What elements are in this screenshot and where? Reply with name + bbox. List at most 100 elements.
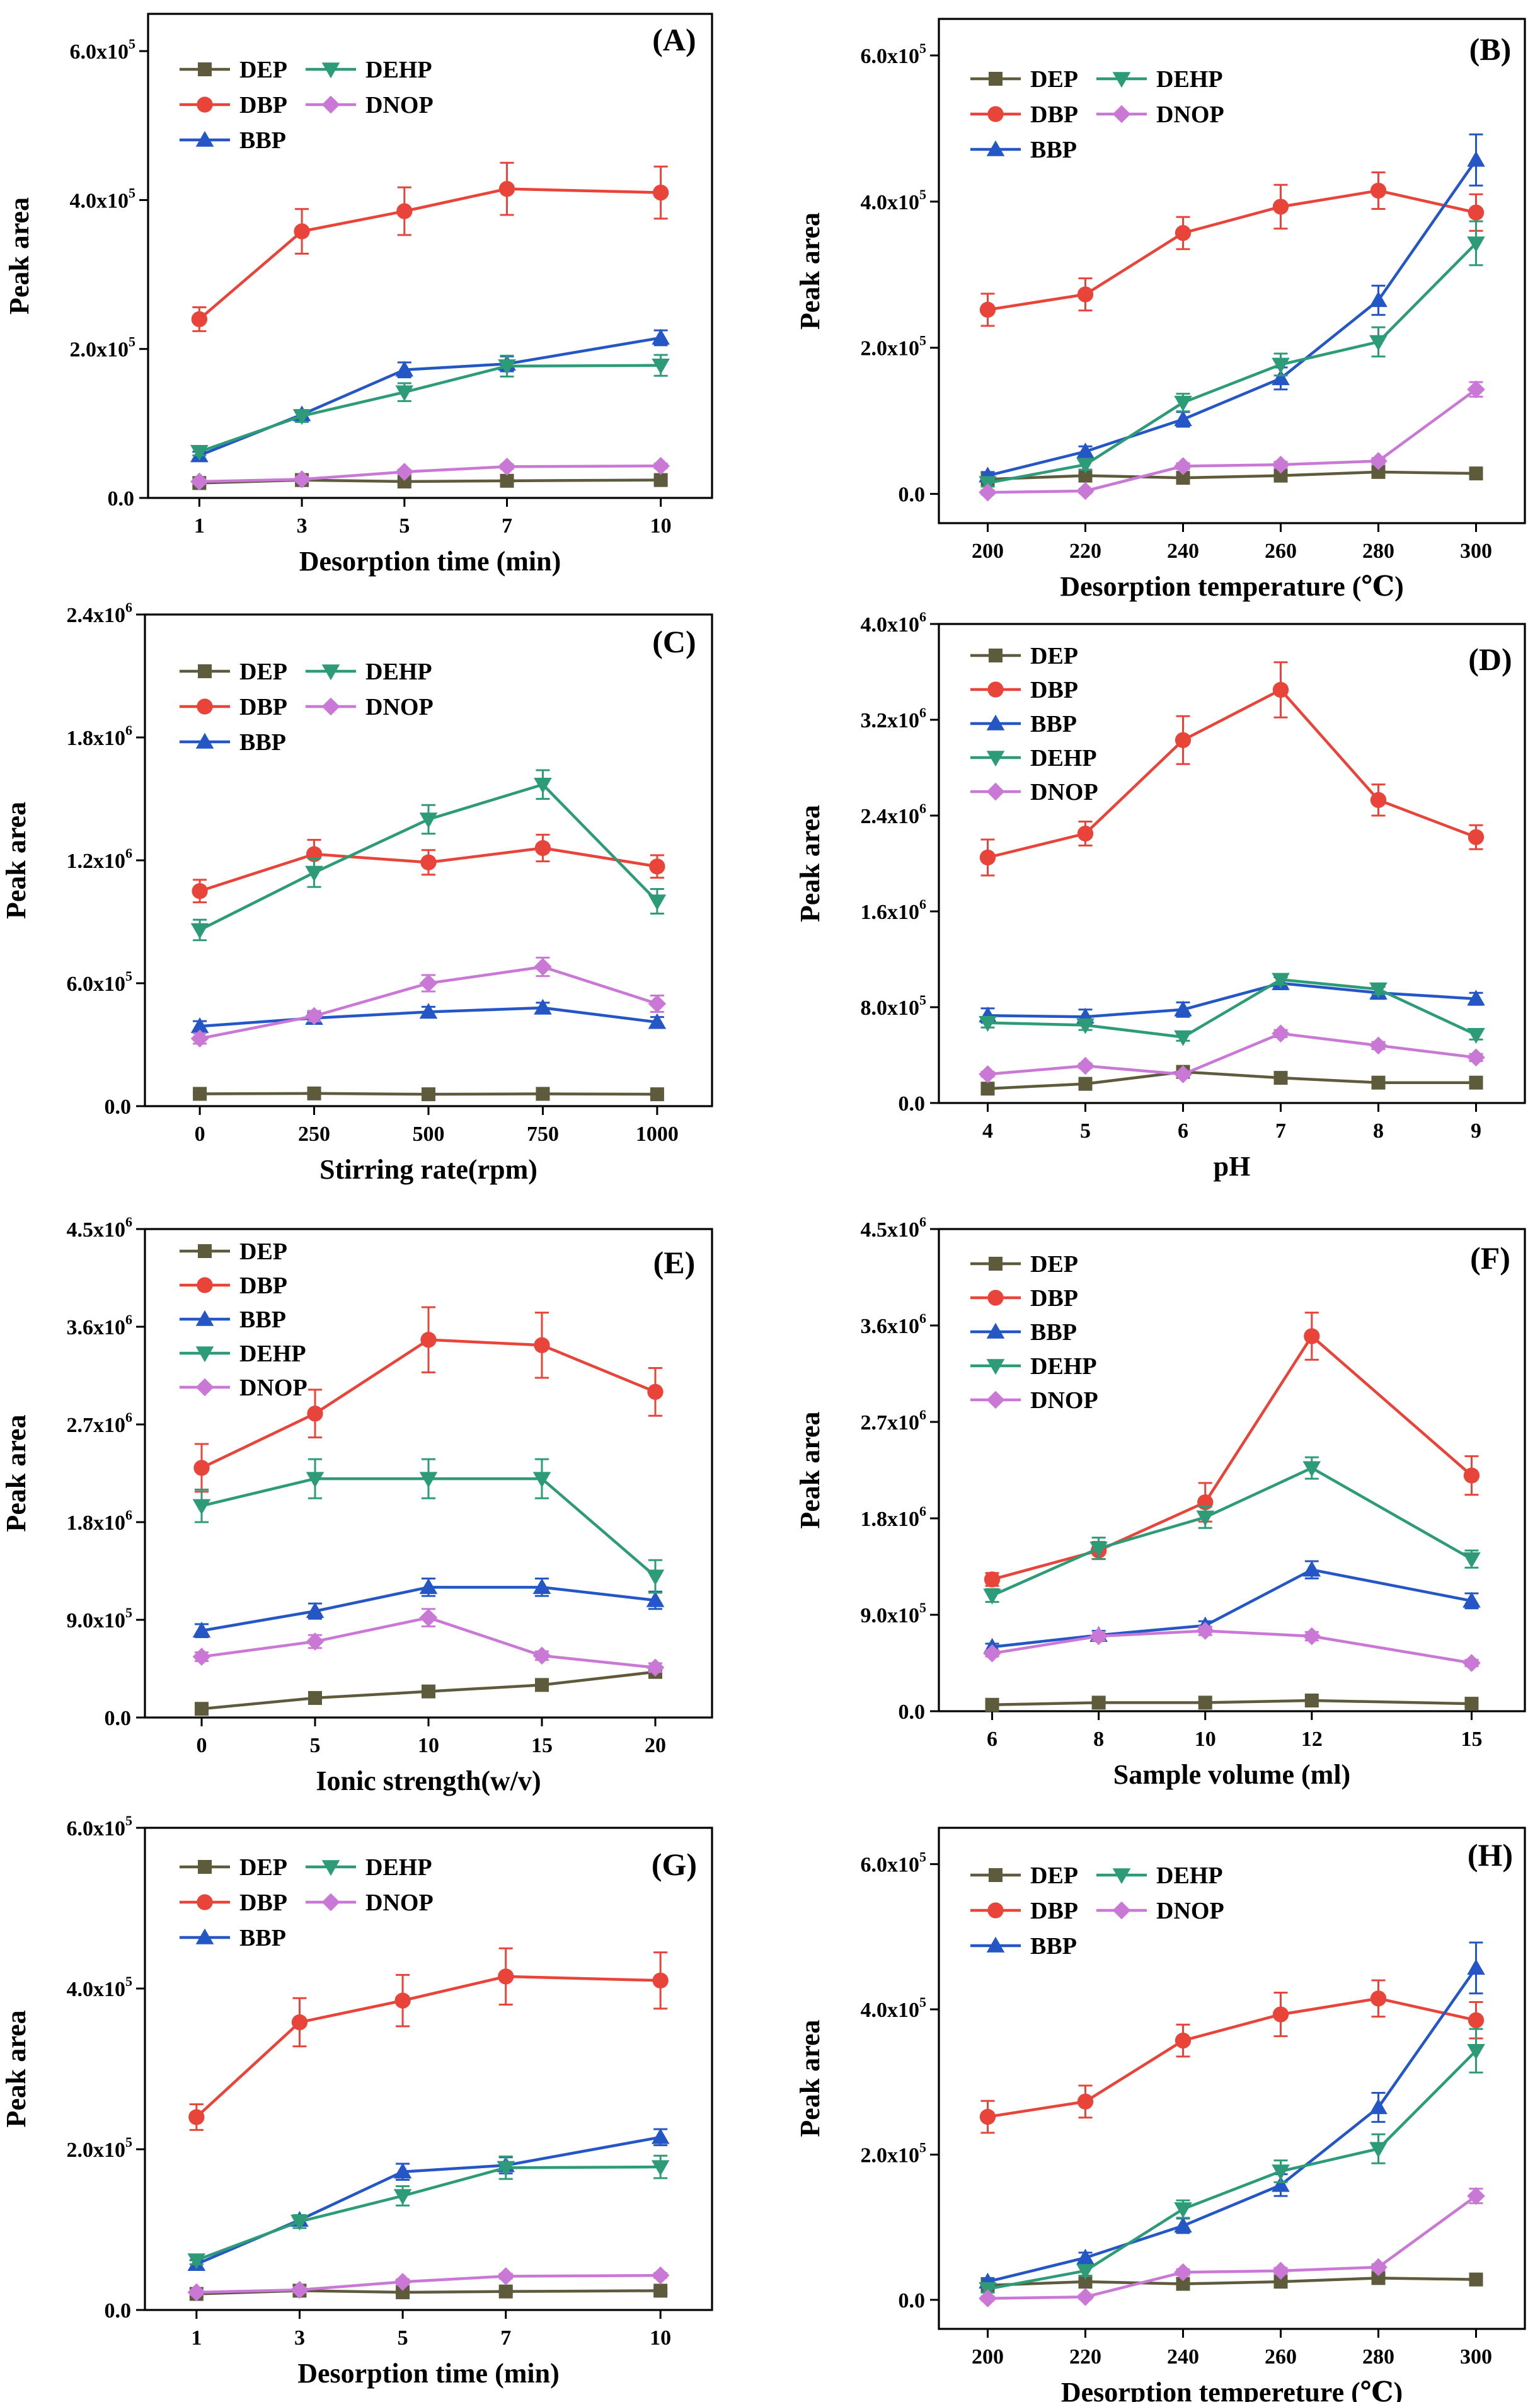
- panel-e-series-dep: [195, 1665, 662, 1716]
- panel-h-point-bbp: [1272, 2176, 1290, 2192]
- panel-b-legend: DEP DEHP DBP DNOP BBP: [970, 66, 1224, 163]
- panel-f-line-dehp: [991, 1466, 1473, 1597]
- panel-b-point-dnop: [979, 483, 997, 502]
- panel-d-point-dbp: [1370, 792, 1387, 808]
- panel-b-y-axis-label: Peak area: [795, 212, 825, 330]
- panel-f-plot-frame: [938, 1228, 1526, 1712]
- panel-c-point-dnop: [648, 995, 667, 1013]
- panel-f-point-bbp: [1302, 1561, 1321, 1577]
- panel-b-series-bbp: [979, 133, 1485, 483]
- panel-c-point-dehp: [419, 812, 438, 829]
- panel-g-point-dehp: [187, 2253, 206, 2270]
- panel-f-label: (F): [1470, 1240, 1510, 1276]
- panel-e-series-dnop: [192, 1608, 665, 1677]
- panel-c-point-dbp: [420, 854, 437, 870]
- panel-h-x-axis-label: Desorption tempereture (℃): [1061, 2377, 1403, 2402]
- panel-b-point-bbp: [1076, 442, 1095, 459]
- panel-d-point-dep: [980, 1082, 995, 1096]
- panel-f-legend-marker-dehp: [986, 1359, 1005, 1375]
- panel-b-series-dep: [980, 465, 1483, 487]
- panel-a-x-tick-label: 5: [399, 514, 410, 538]
- panel-b-x-tick-label: 220: [1069, 540, 1101, 563]
- panel-h-point-dnop: [979, 2289, 997, 2307]
- panel-b-series-dbp: [979, 171, 1485, 327]
- panel-d-point-bbp: [1174, 1000, 1192, 1017]
- panel-f-point-dnop: [1462, 1654, 1481, 1672]
- panel-c-series-dbp: [192, 833, 665, 904]
- panel-f-point-dnop: [1196, 1622, 1215, 1640]
- panel-c-point-dep: [536, 1087, 550, 1101]
- panel-h-point-dbp: [1272, 2006, 1289, 2023]
- panel-g-series-dbp: [188, 1947, 669, 2131]
- panel-b-y-tick-label: 6.0x105: [861, 40, 927, 68]
- panel-g-point-dehp: [497, 2161, 515, 2177]
- panel-a-point-dehp: [190, 445, 209, 461]
- panel-e-x-tick-label: 0: [197, 1734, 207, 1757]
- panel-c-legend-marker-bbp: [195, 732, 214, 749]
- panel-e-legend-marker-dep: [198, 1244, 212, 1258]
- panel-c-legend-marker-dehp: [321, 664, 340, 681]
- panel-b-point-dehp: [1369, 335, 1388, 351]
- panel-d-point-dehp: [1369, 982, 1388, 998]
- panel-e-legend: DEP DBP BBP DEHP DNOP: [180, 1239, 307, 1401]
- panel-f-x-tick-label: 15: [1461, 1728, 1482, 1751]
- panel-d-x-tick-label: 9: [1471, 1119, 1481, 1143]
- panel-e-x-axis-label: Ionic strength(w/v): [316, 1765, 541, 1796]
- panel-e-point-dehp: [192, 1499, 211, 1515]
- panel-a-point-dnop: [498, 458, 516, 476]
- panel-d-point-dehp: [1174, 1030, 1192, 1046]
- panel-c-series-bbp: [190, 998, 667, 1033]
- panel-a-series-dbp: [191, 161, 669, 332]
- panel-a-y-tick-label: 6.0x105: [70, 36, 136, 64]
- panel-e-legend-label-dep: DEP: [239, 1239, 287, 1265]
- panel-a-line-bbp: [198, 336, 662, 457]
- panel-b-point-dnop: [1272, 455, 1290, 474]
- panel-a-point-dbp: [191, 311, 208, 328]
- panel-d-point-dep: [1078, 1077, 1093, 1091]
- panel-g-x-axis-label: Desorption time (min): [297, 2358, 560, 2389]
- panel-b-point-bbp: [1369, 291, 1388, 308]
- panel-d-point-dehp: [1076, 1018, 1095, 1034]
- panel-a-y-tick-label: 2.0x105: [70, 334, 136, 362]
- panel-d-point-dbp: [1077, 825, 1094, 842]
- panel-b-point-dep: [1078, 468, 1093, 483]
- panel-d-point-dehp: [1467, 1027, 1485, 1044]
- panel-g-legend-marker-dehp: [321, 1860, 340, 1876]
- panel-c-point-dnop: [419, 974, 438, 993]
- panel-g-series-bbp: [187, 2128, 670, 2272]
- panel-f-legend: DEP DBP BBP DEHP DNOP: [970, 1251, 1098, 1414]
- panel-h-x-tick-label: 260: [1265, 2345, 1297, 2369]
- panel-e-legend-marker-bbp: [195, 1310, 214, 1326]
- panel-f-point-dehp: [983, 1588, 1001, 1605]
- panel-a-series-bbp: [190, 328, 670, 463]
- panel-g-y-tick-label: 0.0: [105, 2299, 132, 2323]
- panel-h-point-bbp: [1467, 1959, 1485, 1975]
- panel-a-point-dnop: [190, 472, 209, 491]
- panel-h-point-dep: [1176, 2277, 1190, 2291]
- panel-d-y-tick-label: 4.0x106: [861, 609, 927, 637]
- panel-d-line-bbp: [987, 981, 1476, 1019]
- panel-f-series-dehp: [983, 1456, 1481, 1605]
- panel-e-series-dehp: [192, 1458, 665, 1594]
- panel-a-series-dehp: [190, 354, 670, 461]
- panel-c-point-bbp: [190, 1017, 209, 1033]
- panel-g-point-dnop: [497, 2267, 515, 2285]
- panel-e-point-dehp: [532, 1472, 551, 1488]
- panel-b-series-dnop: [979, 380, 1485, 502]
- panel-d-point-dep: [1469, 1075, 1483, 1090]
- panel-f-point-dep: [1304, 1694, 1319, 1707]
- panel-f-legend-label-dnop: DNOP: [1030, 1387, 1098, 1414]
- panel-h-series-dehp: [979, 2028, 1485, 2298]
- panel-d-series-dep: [980, 1065, 1483, 1096]
- panel-a-point-dehp: [652, 358, 670, 374]
- panel-f-series-bbp: [983, 1560, 1481, 1654]
- panel-a-legend-marker-bbp: [195, 130, 214, 147]
- panel-h-series-dbp: [979, 1979, 1485, 2134]
- panel-g-y-tick-label: 4.0x105: [67, 1973, 133, 2001]
- panel-a-x-tick-label: 1: [194, 514, 205, 538]
- panel-b-label: (B): [1469, 32, 1512, 67]
- panel-e-y-tick-label: 9.0x105: [67, 1605, 133, 1632]
- panel-a-x-tick-label: 10: [650, 514, 672, 538]
- panel-d-legend-marker-dnop: [986, 782, 1005, 801]
- panel-a-point-dnop: [292, 470, 311, 488]
